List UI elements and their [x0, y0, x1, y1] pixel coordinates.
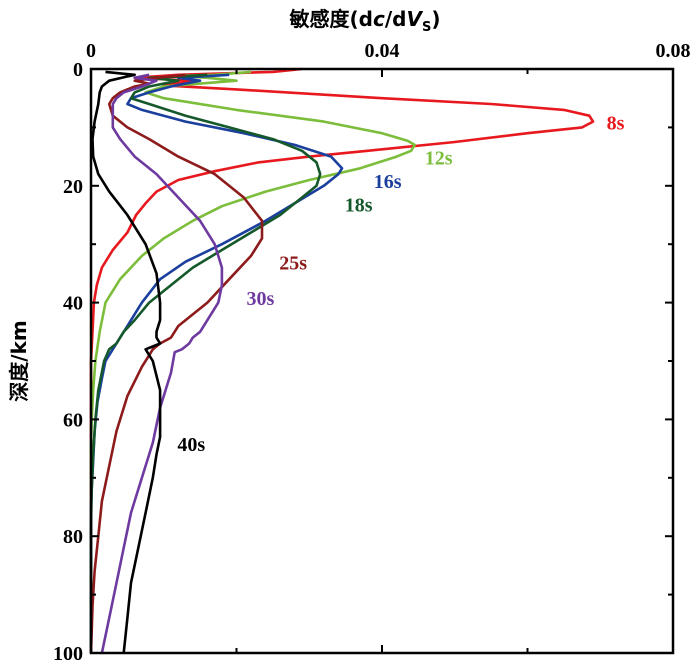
series-line-18s [89, 73, 322, 653]
y-tick-label: 80 [63, 526, 83, 548]
series-line-25s [89, 73, 264, 654]
series-label-12s: 12s [425, 148, 453, 170]
series-line-30s [100, 73, 224, 654]
series-label-25s: 25s [279, 253, 307, 275]
y-tick-label: 0 [73, 59, 83, 81]
x-tick-label: 0.08 [656, 40, 691, 62]
series-label-18s: 18s [345, 194, 373, 216]
series-line-40s [91, 70, 162, 654]
series-label-8s: 8s [607, 113, 625, 135]
series-line-8s [89, 67, 595, 653]
series-label-40s: 40s [177, 434, 205, 456]
x-axis-title: 敏感度(dc/dVS) [289, 7, 441, 35]
x-tick-label: 0 [86, 40, 96, 62]
series-curves [89, 67, 595, 654]
y-tick-label: 100 [53, 643, 83, 665]
series-label-16s: 16s [374, 171, 402, 193]
y-axis-title: 深度/km [7, 320, 31, 401]
y-tick-label: 40 [63, 293, 83, 315]
y-tick-label: 20 [63, 176, 83, 198]
series-line-16s [89, 73, 344, 653]
x-tick-label: 0.04 [365, 40, 400, 62]
series-line-12s [89, 70, 417, 653]
y-tick-label: 60 [63, 409, 83, 431]
series-label-30s: 30s [247, 288, 275, 310]
axis-ticks: 0 0.04 0.08 0 20 40 60 80 100 [53, 40, 691, 665]
